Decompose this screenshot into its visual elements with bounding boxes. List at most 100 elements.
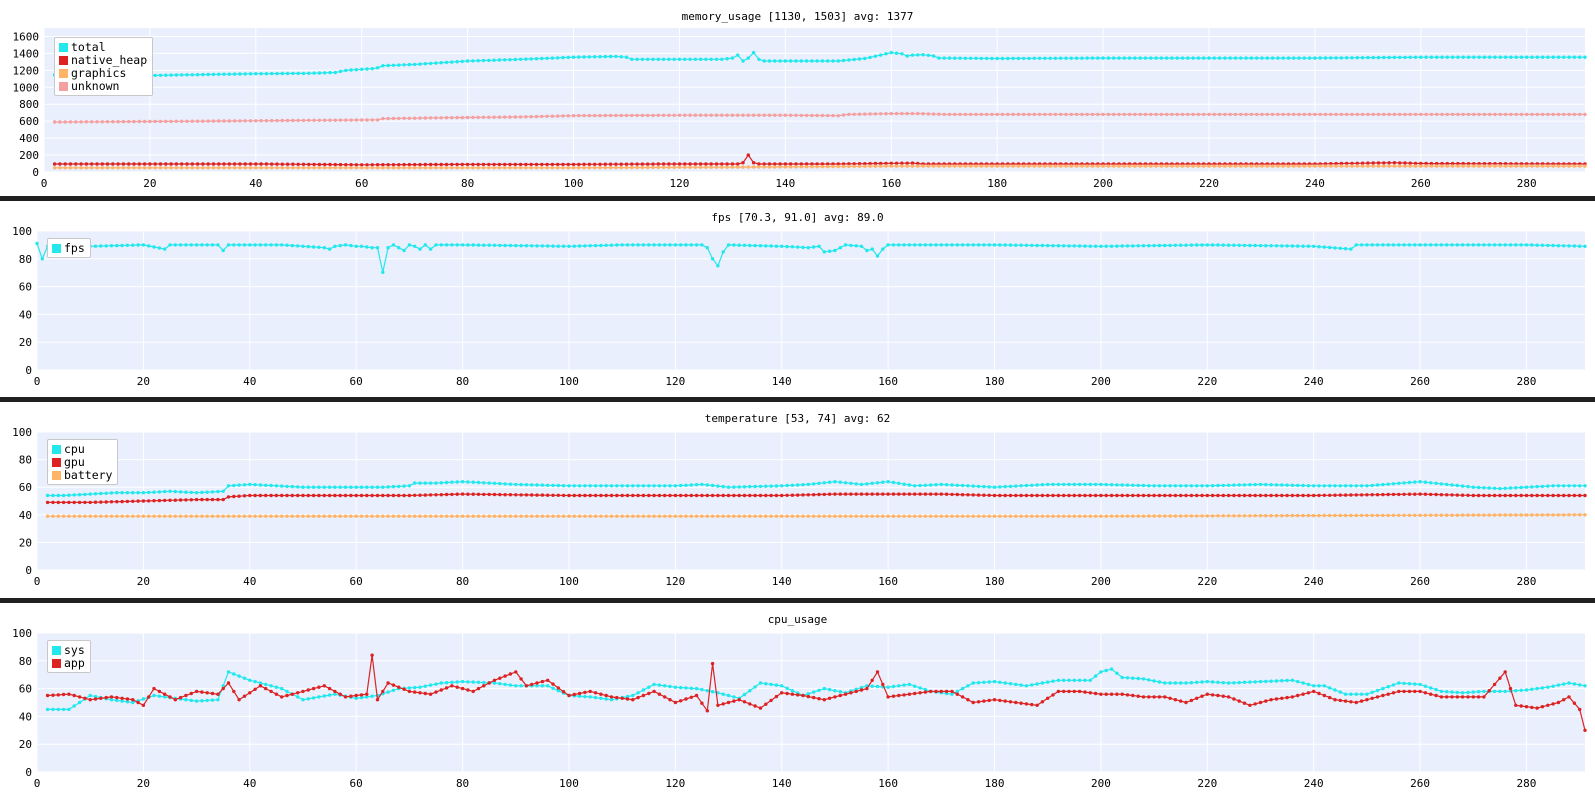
y-tick-label: 40 bbox=[19, 509, 32, 522]
data-point bbox=[254, 119, 258, 123]
data-point bbox=[524, 514, 529, 518]
data-point bbox=[1302, 112, 1307, 117]
data-point bbox=[444, 681, 449, 685]
data-point bbox=[534, 114, 539, 119]
data-point bbox=[254, 162, 258, 166]
data-point bbox=[1090, 112, 1095, 117]
data-point bbox=[311, 686, 316, 691]
data-point bbox=[1136, 483, 1140, 488]
data-point bbox=[688, 57, 692, 61]
data-point bbox=[157, 498, 162, 503]
data-point bbox=[455, 243, 459, 247]
data-point bbox=[178, 514, 183, 518]
data-point bbox=[921, 112, 925, 116]
x-tick-label: 200 bbox=[1091, 375, 1111, 388]
data-point bbox=[1386, 513, 1390, 518]
data-point bbox=[434, 61, 438, 65]
data-point bbox=[269, 243, 273, 247]
data-point bbox=[216, 692, 220, 696]
data-point bbox=[120, 699, 124, 703]
data-point bbox=[934, 689, 938, 694]
data-point bbox=[471, 689, 475, 694]
data-point bbox=[1472, 112, 1476, 117]
data-point bbox=[780, 514, 784, 518]
data-point bbox=[136, 491, 140, 495]
data-point bbox=[222, 166, 226, 170]
data-point bbox=[1149, 112, 1153, 117]
data-point bbox=[971, 493, 975, 497]
data-point bbox=[1053, 56, 1058, 60]
data-point bbox=[958, 164, 962, 168]
data-point bbox=[609, 514, 614, 518]
data-point bbox=[748, 493, 752, 498]
data-point bbox=[742, 700, 747, 704]
data-point bbox=[317, 493, 321, 498]
data-point bbox=[1062, 689, 1066, 694]
data-point bbox=[683, 57, 687, 61]
data-point bbox=[1067, 689, 1071, 694]
data-point bbox=[513, 57, 517, 62]
data-point bbox=[1117, 164, 1121, 168]
data-point bbox=[258, 243, 263, 247]
data-point bbox=[1466, 164, 1471, 168]
data-point bbox=[1152, 493, 1156, 498]
data-point bbox=[52, 120, 57, 124]
data-point bbox=[1471, 690, 1476, 694]
data-point bbox=[1191, 112, 1195, 117]
data-point bbox=[1027, 164, 1031, 168]
data-point bbox=[1056, 244, 1061, 248]
data-point bbox=[1365, 513, 1369, 518]
data-point bbox=[210, 698, 215, 702]
data-point bbox=[466, 243, 470, 247]
data-point bbox=[647, 484, 651, 488]
data-point bbox=[1046, 514, 1050, 518]
data-point bbox=[923, 687, 928, 692]
data-point bbox=[1237, 483, 1241, 487]
data-point bbox=[1053, 164, 1058, 168]
data-point bbox=[1242, 514, 1247, 518]
data-point bbox=[434, 514, 438, 518]
data-point bbox=[1223, 164, 1227, 168]
data-point bbox=[211, 162, 216, 166]
data-point bbox=[926, 164, 931, 168]
data-point bbox=[349, 118, 353, 122]
data-point bbox=[615, 484, 619, 488]
data-point bbox=[460, 243, 465, 247]
data-point bbox=[1413, 689, 1417, 694]
data-point bbox=[206, 72, 210, 77]
data-point bbox=[1349, 692, 1353, 696]
data-point bbox=[1567, 55, 1571, 59]
data-point bbox=[1170, 164, 1174, 168]
data-point bbox=[1179, 699, 1183, 703]
data-point bbox=[705, 514, 709, 518]
data-point bbox=[732, 493, 736, 498]
data-point bbox=[870, 247, 874, 251]
data-point bbox=[1253, 482, 1257, 487]
data-point bbox=[152, 245, 156, 249]
data-point bbox=[164, 73, 168, 77]
data-point bbox=[1509, 55, 1513, 59]
data-point bbox=[974, 112, 978, 117]
data-point bbox=[1109, 244, 1114, 248]
data-point bbox=[476, 115, 480, 120]
data-point bbox=[1333, 513, 1337, 518]
data-point bbox=[1339, 112, 1344, 117]
data-point bbox=[1232, 697, 1236, 701]
data-point bbox=[503, 115, 507, 119]
data-point bbox=[1205, 692, 1210, 696]
data-point bbox=[1115, 671, 1119, 675]
series-app bbox=[45, 653, 1587, 732]
data-point bbox=[1120, 514, 1124, 518]
data-point bbox=[939, 492, 943, 496]
data-point bbox=[178, 490, 183, 494]
data-point bbox=[1032, 112, 1037, 117]
data-point bbox=[301, 485, 305, 489]
data-point bbox=[280, 162, 284, 166]
data-point bbox=[958, 112, 962, 117]
data-point bbox=[301, 162, 306, 166]
data-point bbox=[381, 514, 385, 518]
data-point bbox=[794, 59, 798, 63]
data-point bbox=[1205, 679, 1210, 684]
data-point bbox=[806, 493, 810, 497]
data-point bbox=[636, 243, 640, 247]
